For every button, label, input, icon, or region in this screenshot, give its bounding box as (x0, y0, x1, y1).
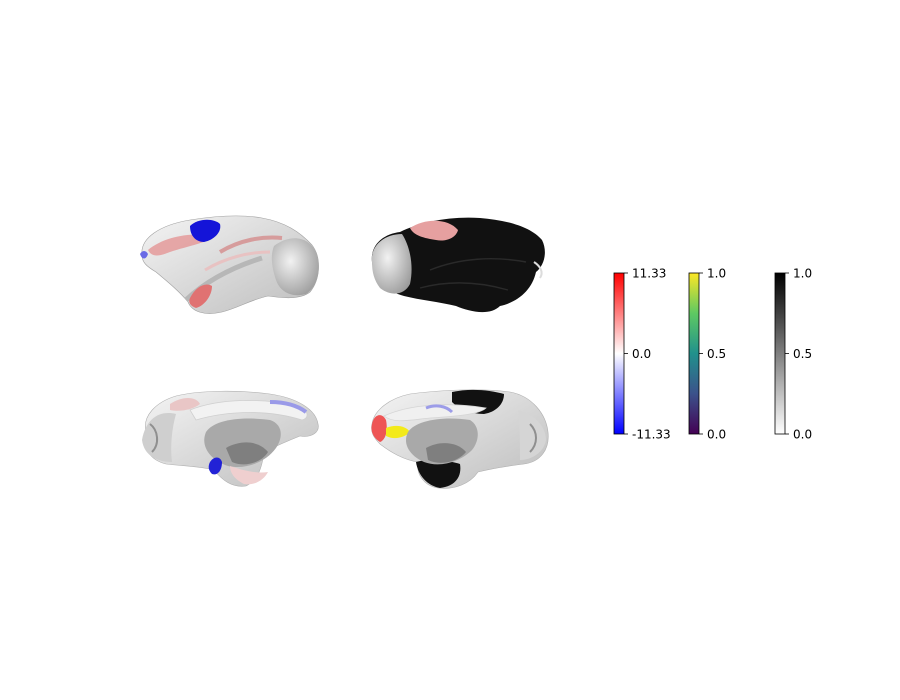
colorbar-greyscale-tick-mid: 0.5 (793, 347, 812, 361)
colorbar-viridis-gradient (688, 272, 700, 435)
brain-right-lateral (371, 217, 545, 313)
brain-right-medial (371, 389, 549, 489)
colorbar-greyscale-tick-max: 1.0 (793, 267, 812, 281)
colorbar-diverging-tick-min: -11.33 (632, 428, 671, 442)
colorbar-diverging-tick-mid: 0.0 (632, 347, 651, 361)
colorbar-diverging: 11.33 0.0 -11.33 (613, 267, 671, 442)
colorbar-diverging-gradient (613, 272, 625, 435)
colorbar-viridis: 1.0 0.5 0.0 (688, 267, 726, 442)
brain-left-lateral (140, 215, 319, 314)
colorbar-greyscale-gradient (774, 272, 786, 435)
brain-left-medial (142, 390, 319, 487)
colorbar-greyscale-tick-min: 0.0 (793, 428, 812, 442)
colorbar-greyscale: 1.0 0.5 0.0 (774, 267, 812, 442)
colorbar-viridis-tick-mid: 0.5 (707, 347, 726, 361)
colorbar-diverging-tick-max: 11.33 (632, 267, 666, 281)
colorbar-viridis-tick-min: 0.0 (707, 428, 726, 442)
colorbar-viridis-tick-max: 1.0 (707, 267, 726, 281)
